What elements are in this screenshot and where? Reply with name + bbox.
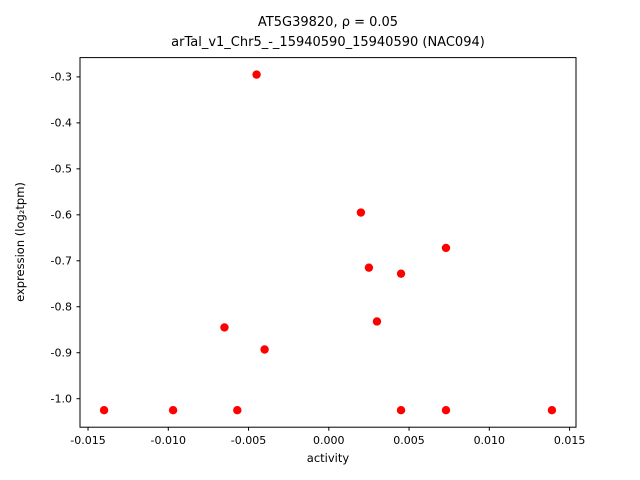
data-point: [168, 405, 178, 415]
x-tick-label: 0.015: [554, 434, 586, 447]
data-point: [396, 405, 406, 415]
y-tick-label: -0.6: [51, 209, 72, 222]
y-axis-label: expression (log₂tpm): [13, 182, 27, 302]
x-tick-label: 0.010: [474, 434, 506, 447]
data-point: [441, 405, 451, 415]
data-point: [233, 405, 242, 415]
y-tick-label: -0.5: [51, 163, 72, 176]
data-point: [220, 323, 229, 332]
x-tick-label: -0.010: [151, 434, 186, 447]
y-tick-label: -0.4: [51, 117, 72, 130]
data-point: [99, 405, 109, 415]
data-point: [372, 317, 382, 326]
y-tick-label: -0.7: [51, 255, 72, 268]
data-point: [396, 269, 406, 278]
data-point: [252, 70, 261, 79]
x-axis-label: activity: [307, 451, 350, 465]
y-axis-ticks: -1.0 -0.9 -0.8 -0.7 -0.6 -0.5 -0.4 -0.3: [51, 71, 80, 405]
data-point: [441, 243, 451, 253]
chart-title-line1: AT5G39820, ρ = 0.05: [258, 15, 398, 30]
y-tick-label: -1.0: [51, 392, 72, 405]
data-point: [356, 208, 366, 217]
x-tick-label: 0.000: [313, 434, 345, 447]
scatter-points: [99, 70, 557, 415]
y-tick-label: -0.8: [51, 301, 72, 314]
x-axis-ticks: -0.015 -0.010 -0.005 0.000 0.005 0.010 0.015: [70, 427, 585, 447]
data-point: [260, 345, 269, 354]
y-tick-label: -0.3: [51, 71, 72, 84]
axes-frame: [79, 57, 577, 428]
data-point: [364, 263, 374, 272]
x-tick-label: -0.015: [70, 434, 105, 447]
data-point: [547, 405, 557, 415]
x-tick-label: 0.005: [393, 434, 425, 447]
chart-title-line2: arTal_v1_Chr5_-_15940590_15940590 (NAC09…: [171, 35, 485, 50]
y-tick-label: -0.9: [51, 347, 72, 360]
x-tick-label: -0.005: [231, 434, 266, 447]
